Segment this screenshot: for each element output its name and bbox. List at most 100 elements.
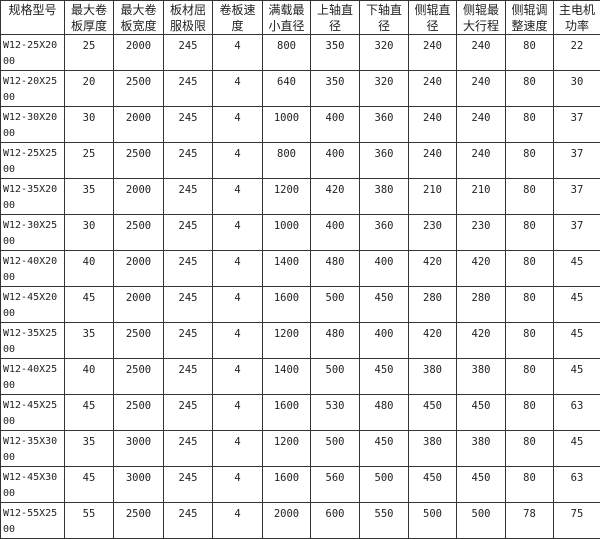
value-cell: 480: [360, 395, 409, 431]
value-cell: 245: [164, 467, 213, 503]
value-cell: 245: [164, 359, 213, 395]
value-cell: 280: [457, 287, 506, 323]
model-cell: W12-30X2000: [1, 107, 65, 143]
value-cell: 360: [360, 143, 409, 179]
value-cell: 240: [409, 107, 457, 143]
value-cell: 420: [409, 251, 457, 287]
value-cell: 2500: [114, 143, 164, 179]
model-cell: W12-40X2500: [1, 359, 65, 395]
value-cell: 1200: [263, 323, 311, 359]
column-header: 主电机功率: [554, 1, 600, 35]
model-cell: W12-40X2000: [1, 251, 65, 287]
value-cell: 600: [311, 503, 360, 539]
value-cell: 400: [311, 215, 360, 251]
model-cell: W12-35X2500: [1, 323, 65, 359]
value-cell: 45: [554, 431, 600, 467]
value-cell: 4: [213, 359, 263, 395]
model-cell: W12-45X3000: [1, 467, 65, 503]
value-cell: 320: [360, 35, 409, 71]
value-cell: 30: [65, 215, 114, 251]
value-cell: 4: [213, 503, 263, 539]
value-cell: 4: [213, 467, 263, 503]
value-cell: 245: [164, 251, 213, 287]
value-cell: 78: [506, 503, 554, 539]
value-cell: 2000: [114, 179, 164, 215]
value-cell: 400: [360, 251, 409, 287]
value-cell: 1000: [263, 215, 311, 251]
value-cell: 45: [554, 287, 600, 323]
value-cell: 25: [65, 35, 114, 71]
value-cell: 230: [457, 215, 506, 251]
value-cell: 450: [360, 431, 409, 467]
value-cell: 450: [360, 359, 409, 395]
value-cell: 350: [311, 71, 360, 107]
value-cell: 37: [554, 215, 600, 251]
value-cell: 2000: [114, 107, 164, 143]
value-cell: 80: [506, 107, 554, 143]
value-cell: 4: [213, 35, 263, 71]
value-cell: 360: [360, 107, 409, 143]
value-cell: 1600: [263, 467, 311, 503]
value-cell: 480: [311, 251, 360, 287]
value-cell: 4: [213, 107, 263, 143]
value-cell: 4: [213, 323, 263, 359]
value-cell: 245: [164, 71, 213, 107]
value-cell: 2500: [114, 71, 164, 107]
value-cell: 40: [65, 251, 114, 287]
value-cell: 420: [457, 323, 506, 359]
value-cell: 400: [311, 143, 360, 179]
value-cell: 3000: [114, 431, 164, 467]
model-cell: W12-20X2500: [1, 71, 65, 107]
value-cell: 45: [554, 323, 600, 359]
value-cell: 350: [311, 35, 360, 71]
value-cell: 55: [65, 503, 114, 539]
column-header: 满载最小直径: [263, 1, 311, 35]
value-cell: 80: [506, 143, 554, 179]
value-cell: 380: [457, 359, 506, 395]
value-cell: 530: [311, 395, 360, 431]
value-cell: 1000: [263, 107, 311, 143]
column-header: 上轴直径: [311, 1, 360, 35]
value-cell: 35: [65, 179, 114, 215]
value-cell: 80: [506, 323, 554, 359]
value-cell: 2500: [114, 323, 164, 359]
column-header: 最大卷板厚度: [65, 1, 114, 35]
value-cell: 240: [409, 71, 457, 107]
model-cell: W12-35X2000: [1, 179, 65, 215]
value-cell: 75: [554, 503, 600, 539]
value-cell: 1400: [263, 359, 311, 395]
value-cell: 560: [311, 467, 360, 503]
value-cell: 245: [164, 35, 213, 71]
value-cell: 240: [409, 35, 457, 71]
value-cell: 80: [506, 71, 554, 107]
value-cell: 500: [360, 467, 409, 503]
value-cell: 37: [554, 179, 600, 215]
value-cell: 80: [506, 251, 554, 287]
value-cell: 500: [311, 287, 360, 323]
value-cell: 420: [311, 179, 360, 215]
value-cell: 450: [409, 467, 457, 503]
value-cell: 40: [65, 359, 114, 395]
value-cell: 380: [457, 431, 506, 467]
value-cell: 245: [164, 215, 213, 251]
value-cell: 500: [409, 503, 457, 539]
value-cell: 4: [213, 251, 263, 287]
model-cell: W12-30X2500: [1, 215, 65, 251]
value-cell: 245: [164, 179, 213, 215]
value-cell: 420: [457, 251, 506, 287]
value-cell: 240: [457, 107, 506, 143]
value-cell: 245: [164, 503, 213, 539]
value-cell: 360: [360, 215, 409, 251]
value-cell: 2500: [114, 395, 164, 431]
value-cell: 450: [457, 467, 506, 503]
value-cell: 35: [65, 431, 114, 467]
